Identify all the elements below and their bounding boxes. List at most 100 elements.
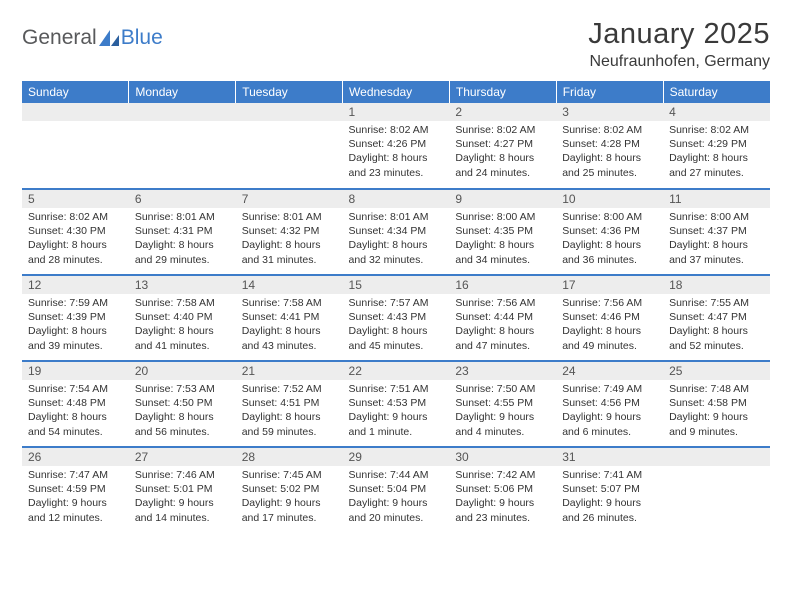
- day-number: 4: [663, 103, 770, 121]
- calendar-day-cell: 25Sunrise: 7:48 AMSunset: 4:58 PMDayligh…: [663, 361, 770, 447]
- weekday-header: Sunday: [22, 81, 129, 103]
- day-details: Sunrise: 7:50 AMSunset: 4:55 PMDaylight:…: [449, 380, 556, 443]
- calendar-day-cell: 29Sunrise: 7:44 AMSunset: 5:04 PMDayligh…: [343, 447, 450, 533]
- day-detail-line: and 23 minutes.: [349, 166, 444, 180]
- calendar-day-cell: [663, 447, 770, 533]
- day-number: 24: [556, 362, 663, 380]
- calendar-day-cell: 1Sunrise: 8:02 AMSunset: 4:26 PMDaylight…: [343, 103, 450, 189]
- calendar-day-cell: 20Sunrise: 7:53 AMSunset: 4:50 PMDayligh…: [129, 361, 236, 447]
- day-detail-line: Sunrise: 7:42 AM: [455, 468, 550, 482]
- day-detail-line: Daylight: 9 hours: [135, 496, 230, 510]
- calendar-page: General Blue January 2025 Neufraunhofen,…: [0, 0, 792, 533]
- calendar-day-cell: 24Sunrise: 7:49 AMSunset: 4:56 PMDayligh…: [556, 361, 663, 447]
- day-number: 28: [236, 448, 343, 466]
- calendar-day-cell: 17Sunrise: 7:56 AMSunset: 4:46 PMDayligh…: [556, 275, 663, 361]
- calendar-day-cell: 2Sunrise: 8:02 AMSunset: 4:27 PMDaylight…: [449, 103, 556, 189]
- day-detail-line: and 45 minutes.: [349, 339, 444, 353]
- calendar-day-cell: 15Sunrise: 7:57 AMSunset: 4:43 PMDayligh…: [343, 275, 450, 361]
- calendar-day-cell: 18Sunrise: 7:55 AMSunset: 4:47 PMDayligh…: [663, 275, 770, 361]
- day-detail-line: Sunset: 4:32 PM: [242, 224, 337, 238]
- day-detail-line: and 52 minutes.: [669, 339, 764, 353]
- day-number: 15: [343, 276, 450, 294]
- day-detail-line: Sunrise: 7:56 AM: [455, 296, 550, 310]
- day-detail-line: Sunrise: 7:50 AM: [455, 382, 550, 396]
- day-detail-line: Daylight: 9 hours: [28, 496, 123, 510]
- calendar-day-cell: [236, 103, 343, 189]
- day-detail-line: Sunset: 4:53 PM: [349, 396, 444, 410]
- day-detail-line: Sunset: 4:56 PM: [562, 396, 657, 410]
- day-details: Sunrise: 7:55 AMSunset: 4:47 PMDaylight:…: [663, 294, 770, 357]
- day-detail-line: and 20 minutes.: [349, 511, 444, 525]
- day-detail-line: Sunset: 4:41 PM: [242, 310, 337, 324]
- day-detail-line: and 9 minutes.: [669, 425, 764, 439]
- day-number: 11: [663, 190, 770, 208]
- day-details: Sunrise: 7:58 AMSunset: 4:41 PMDaylight:…: [236, 294, 343, 357]
- day-number: [22, 103, 129, 121]
- calendar-day-cell: 19Sunrise: 7:54 AMSunset: 4:48 PMDayligh…: [22, 361, 129, 447]
- calendar-day-cell: 9Sunrise: 8:00 AMSunset: 4:35 PMDaylight…: [449, 189, 556, 275]
- day-number: 5: [22, 190, 129, 208]
- calendar-day-cell: 11Sunrise: 8:00 AMSunset: 4:37 PMDayligh…: [663, 189, 770, 275]
- day-number: [663, 448, 770, 466]
- day-detail-line: and 25 minutes.: [562, 166, 657, 180]
- calendar-day-cell: 6Sunrise: 8:01 AMSunset: 4:31 PMDaylight…: [129, 189, 236, 275]
- calendar-day-cell: 7Sunrise: 8:01 AMSunset: 4:32 PMDaylight…: [236, 189, 343, 275]
- day-detail-line: Sunrise: 7:58 AM: [242, 296, 337, 310]
- day-detail-line: and 28 minutes.: [28, 253, 123, 267]
- day-detail-line: Daylight: 8 hours: [135, 238, 230, 252]
- day-number: 29: [343, 448, 450, 466]
- day-detail-line: Daylight: 8 hours: [242, 324, 337, 338]
- day-detail-line: Daylight: 9 hours: [455, 496, 550, 510]
- day-details: Sunrise: 8:01 AMSunset: 4:31 PMDaylight:…: [129, 208, 236, 271]
- day-detail-line: Sunrise: 7:56 AM: [562, 296, 657, 310]
- day-number: 14: [236, 276, 343, 294]
- day-detail-line: Daylight: 8 hours: [455, 151, 550, 165]
- day-detail-line: Sunrise: 8:02 AM: [455, 123, 550, 137]
- day-detail-line: Sunset: 4:37 PM: [669, 224, 764, 238]
- day-detail-line: Sunset: 4:44 PM: [455, 310, 550, 324]
- calendar-day-cell: 8Sunrise: 8:01 AMSunset: 4:34 PMDaylight…: [343, 189, 450, 275]
- day-number: [129, 103, 236, 121]
- calendar-day-cell: 12Sunrise: 7:59 AMSunset: 4:39 PMDayligh…: [22, 275, 129, 361]
- day-detail-line: Sunrise: 8:01 AM: [349, 210, 444, 224]
- calendar-day-cell: 4Sunrise: 8:02 AMSunset: 4:29 PMDaylight…: [663, 103, 770, 189]
- day-detail-line: Daylight: 8 hours: [135, 410, 230, 424]
- day-number: 19: [22, 362, 129, 380]
- day-number: 18: [663, 276, 770, 294]
- day-detail-line: and 54 minutes.: [28, 425, 123, 439]
- day-number: 9: [449, 190, 556, 208]
- calendar-week-row: 12Sunrise: 7:59 AMSunset: 4:39 PMDayligh…: [22, 275, 770, 361]
- day-detail-line: Daylight: 8 hours: [455, 238, 550, 252]
- day-detail-line: Daylight: 9 hours: [349, 496, 444, 510]
- day-number: 2: [449, 103, 556, 121]
- day-detail-line: Sunrise: 7:53 AM: [135, 382, 230, 396]
- day-detail-line: Sunrise: 8:02 AM: [562, 123, 657, 137]
- day-detail-line: Sunset: 4:30 PM: [28, 224, 123, 238]
- day-detail-line: Daylight: 8 hours: [28, 238, 123, 252]
- day-details: Sunrise: 7:45 AMSunset: 5:02 PMDaylight:…: [236, 466, 343, 529]
- calendar-day-cell: 13Sunrise: 7:58 AMSunset: 4:40 PMDayligh…: [129, 275, 236, 361]
- logo-text-blue: Blue: [121, 26, 163, 50]
- day-detail-line: Daylight: 9 hours: [242, 496, 337, 510]
- day-detail-line: Sunrise: 8:01 AM: [135, 210, 230, 224]
- calendar-table: Sunday Monday Tuesday Wednesday Thursday…: [22, 81, 770, 533]
- day-number: 27: [129, 448, 236, 466]
- day-detail-line: Daylight: 8 hours: [562, 238, 657, 252]
- day-detail-line: and 24 minutes.: [455, 166, 550, 180]
- weekday-header: Thursday: [449, 81, 556, 103]
- day-details: Sunrise: 8:00 AMSunset: 4:37 PMDaylight:…: [663, 208, 770, 271]
- day-details: [22, 121, 129, 171]
- day-details: Sunrise: 7:48 AMSunset: 4:58 PMDaylight:…: [663, 380, 770, 443]
- calendar-day-cell: 14Sunrise: 7:58 AMSunset: 4:41 PMDayligh…: [236, 275, 343, 361]
- day-detail-line: Sunset: 4:28 PM: [562, 137, 657, 151]
- day-detail-line: Sunrise: 7:49 AM: [562, 382, 657, 396]
- day-detail-line: and 36 minutes.: [562, 253, 657, 267]
- day-detail-line: Daylight: 8 hours: [349, 238, 444, 252]
- day-detail-line: Sunrise: 8:00 AM: [562, 210, 657, 224]
- day-detail-line: and 34 minutes.: [455, 253, 550, 267]
- weekday-header: Monday: [129, 81, 236, 103]
- day-detail-line: Daylight: 8 hours: [562, 151, 657, 165]
- day-detail-line: and 39 minutes.: [28, 339, 123, 353]
- day-details: Sunrise: 8:02 AMSunset: 4:30 PMDaylight:…: [22, 208, 129, 271]
- day-details: Sunrise: 7:58 AMSunset: 4:40 PMDaylight:…: [129, 294, 236, 357]
